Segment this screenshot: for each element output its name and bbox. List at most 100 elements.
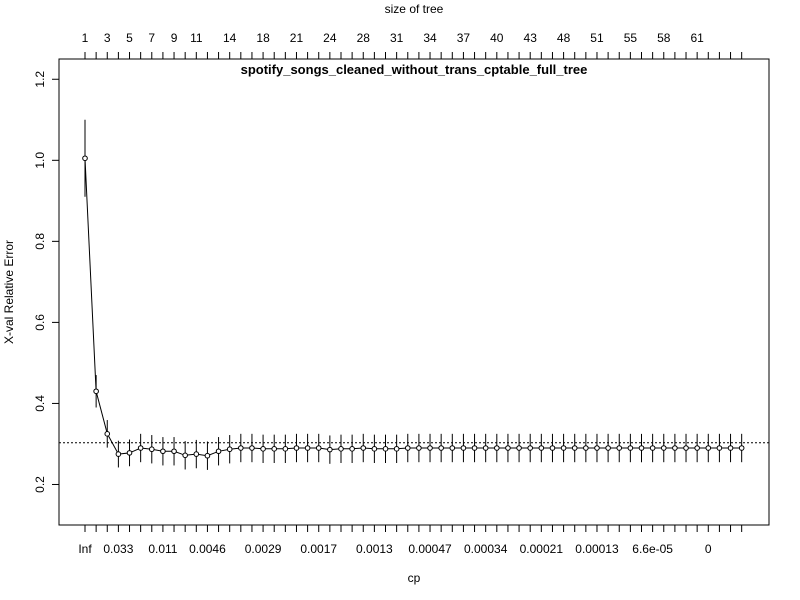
top-tick-label: 40 bbox=[490, 31, 504, 45]
x-tick-label: 0.00013 bbox=[575, 542, 619, 556]
top-tick-label: 5 bbox=[126, 31, 133, 45]
y-tick-label: 0.4 bbox=[33, 395, 47, 412]
data-point bbox=[293, 445, 300, 451]
data-point bbox=[638, 445, 645, 451]
data-point bbox=[494, 445, 500, 451]
top-tick-label: 51 bbox=[590, 31, 604, 45]
data-point bbox=[538, 445, 545, 451]
data-point bbox=[115, 451, 122, 457]
top-tick-label: 58 bbox=[657, 31, 671, 45]
y-tick-label: 0.8 bbox=[33, 233, 47, 250]
x-tick-label: 0.00021 bbox=[520, 542, 564, 556]
y-tick-label: 0.6 bbox=[33, 314, 47, 331]
top-tick-label: 14 bbox=[223, 31, 237, 45]
data-point bbox=[683, 445, 689, 451]
y-tick-label: 1.2 bbox=[33, 71, 47, 88]
x-tick-label: 0.0013 bbox=[356, 542, 393, 556]
top-tick-label: 24 bbox=[323, 31, 337, 45]
data-point bbox=[571, 445, 578, 451]
data-point bbox=[416, 445, 422, 451]
top-tick-label: 18 bbox=[256, 31, 270, 45]
data-point bbox=[516, 445, 522, 451]
x-tick-label: 0.011 bbox=[148, 542, 177, 556]
data-point bbox=[249, 445, 255, 451]
x-tick-label: 0.00034 bbox=[464, 542, 508, 556]
data-point bbox=[360, 445, 367, 451]
data-point bbox=[716, 445, 723, 451]
data-point bbox=[215, 448, 222, 455]
top-tick-label: 31 bbox=[390, 31, 404, 45]
data-point bbox=[393, 446, 400, 452]
data-point bbox=[583, 445, 589, 451]
data-point bbox=[460, 445, 467, 451]
data-point bbox=[271, 446, 278, 452]
data-point bbox=[471, 445, 478, 451]
data-point bbox=[427, 445, 433, 451]
x-axis-label: cp bbox=[408, 571, 421, 585]
top-tick-label: 3 bbox=[104, 31, 111, 45]
top-tick-label: 43 bbox=[524, 31, 538, 45]
data-point bbox=[694, 445, 700, 451]
data-point bbox=[148, 446, 155, 453]
data-point bbox=[93, 388, 99, 395]
x-tick-label: 0.0029 bbox=[245, 542, 282, 556]
data-point bbox=[226, 446, 233, 453]
plot-frame bbox=[58, 58, 770, 526]
data-point bbox=[660, 445, 667, 451]
x-tick-label: Inf bbox=[78, 542, 92, 556]
top-tick-label: 11 bbox=[190, 31, 203, 45]
chart-marks: 0.2 0.4 0.6 0.8 1.0 1.2 Inf 0.033 0.011 0.0046 0.0… bbox=[33, 31, 769, 556]
data-point bbox=[126, 450, 133, 456]
chart-title: spotify_songs_cleaned_without_trans_cpta… bbox=[241, 62, 588, 77]
y-axis-label: X-val Relative Error bbox=[2, 240, 16, 344]
top-tick-label: 7 bbox=[148, 31, 155, 45]
y-tick-label: 0.2 bbox=[33, 476, 47, 493]
x-tick-label: 0.00047 bbox=[408, 542, 452, 556]
data-point bbox=[549, 445, 556, 451]
top-tick-label: 61 bbox=[690, 31, 704, 45]
top-tick-label: 9 bbox=[171, 31, 178, 45]
data-point bbox=[627, 445, 634, 451]
data-point bbox=[438, 445, 444, 451]
top-tick-label: 34 bbox=[423, 31, 437, 45]
y-tick-label: 1.0 bbox=[33, 152, 47, 169]
data-point bbox=[171, 448, 177, 455]
data-point bbox=[104, 431, 111, 437]
data-point bbox=[382, 446, 389, 452]
data-point bbox=[282, 446, 289, 452]
data-point bbox=[137, 445, 144, 451]
data-point bbox=[238, 445, 244, 451]
x-tick-label: 0.0046 bbox=[189, 542, 226, 556]
top-tick-label: 48 bbox=[557, 31, 571, 45]
data-point bbox=[315, 445, 322, 451]
data-point bbox=[371, 446, 378, 452]
x-tick-label: 6.6e-05 bbox=[632, 542, 673, 556]
data-point bbox=[527, 445, 534, 451]
top-tick-label: 28 bbox=[357, 31, 371, 45]
top-tick-label: 37 bbox=[457, 31, 471, 45]
top-tick-label: 21 bbox=[290, 31, 304, 45]
x-tick-label: 0.033 bbox=[103, 542, 133, 556]
data-point bbox=[182, 452, 188, 459]
data-point bbox=[649, 445, 656, 451]
x-tick-label: 0.0017 bbox=[300, 542, 337, 556]
data-point bbox=[193, 451, 200, 457]
data-point bbox=[349, 446, 355, 452]
data-point bbox=[404, 445, 411, 451]
data-point bbox=[560, 445, 567, 451]
data-point bbox=[482, 445, 489, 451]
data-point bbox=[82, 155, 88, 162]
data-point bbox=[594, 445, 600, 451]
data-point bbox=[505, 445, 511, 451]
data-point bbox=[204, 452, 211, 459]
data-point bbox=[738, 445, 745, 451]
data-point bbox=[304, 445, 311, 451]
data-point bbox=[705, 445, 712, 451]
data-point bbox=[449, 445, 456, 451]
data-point bbox=[605, 445, 611, 451]
data-point bbox=[616, 445, 623, 451]
data-point bbox=[160, 448, 166, 455]
data-point bbox=[338, 446, 344, 452]
data-point bbox=[727, 445, 734, 451]
